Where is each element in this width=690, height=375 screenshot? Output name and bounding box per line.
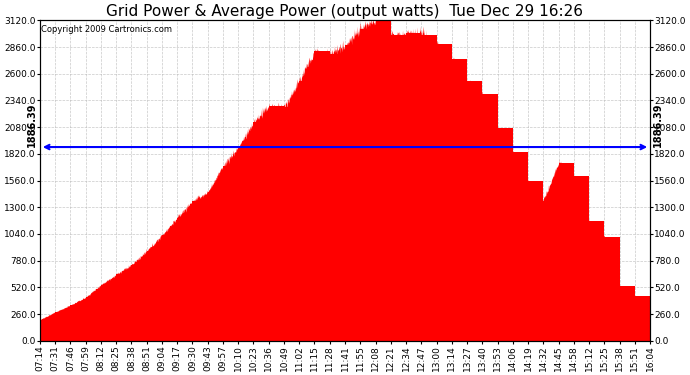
Text: 1886.39: 1886.39 xyxy=(653,102,662,147)
Title: Grid Power & Average Power (output watts)  Tue Dec 29 16:26: Grid Power & Average Power (output watts… xyxy=(106,4,584,19)
Text: Copyright 2009 Cartronics.com: Copyright 2009 Cartronics.com xyxy=(41,25,172,34)
Text: 1886.39: 1886.39 xyxy=(28,102,37,147)
